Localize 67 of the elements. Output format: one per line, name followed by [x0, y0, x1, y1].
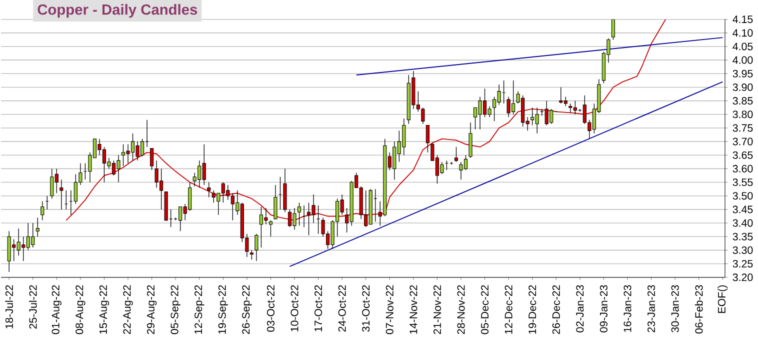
x-tick-label: 25-Jul-22	[28, 285, 37, 328]
x-tick-label: 05-Sep-22	[170, 285, 180, 334]
x-tick-label: 31-Oct-22	[362, 285, 370, 332]
x-tick-label: 19-Sep-22	[218, 285, 228, 334]
candlestick	[60, 179, 64, 210]
x-tick-label: 30-Jan-23	[671, 285, 679, 332]
x-tick-label: 08-Aug-22	[76, 285, 86, 334]
y-tick-label: 3.95	[732, 70, 753, 78]
x-tick-label: EOF()	[718, 285, 728, 313]
candlestick	[297, 202, 302, 226]
candlestick	[40, 200, 44, 220]
y-tick-label: 3.70	[732, 138, 753, 146]
candlestick	[316, 204, 320, 234]
y-tick-label: 4.10	[732, 28, 753, 37]
x-tick-label: 09-Jan-23	[600, 285, 608, 332]
candlestick	[64, 190, 68, 210]
y-tick-label: 3.90	[732, 83, 753, 91]
y-tick-label: 4.05	[732, 42, 753, 50]
candlestick	[268, 220, 273, 237]
x-tick-label: 26-Dec-22	[552, 285, 560, 334]
x-tick-label: 10-Oct-22	[290, 285, 298, 332]
x-tick-label: 22-Aug-22	[123, 285, 133, 334]
y-tick-label: 4.15	[732, 15, 753, 23]
y-tick-label: 3.30	[732, 246, 753, 254]
candlestick	[36, 217, 40, 237]
x-tick-label: 14-Nov-22	[410, 285, 418, 334]
x-tick-label: 01-Aug-22	[52, 285, 62, 334]
y-tick-label: 3.80	[732, 110, 753, 118]
x-tick-label: 29-Aug-22	[146, 285, 157, 334]
y-tick-label: 3.40	[732, 219, 753, 227]
y-tick-label: 4.00	[732, 56, 753, 64]
x-tick-label: 02-Jan-23	[576, 285, 584, 332]
candlestick	[250, 250, 254, 260]
y-tick-label: 3.50	[732, 192, 753, 200]
x-tick-label: 03-Oct-22	[266, 285, 274, 332]
candlestick	[454, 146, 458, 162]
y-tick-label: 3.35	[732, 232, 753, 240]
y-tick-label: 3.20	[732, 273, 753, 281]
x-tick-label: 16-Jan-23	[624, 285, 632, 332]
y-tick-label: 3.60	[732, 164, 753, 172]
candlestick	[150, 148, 154, 170]
y-tick-label: 3.65	[732, 151, 753, 159]
x-tick-label: 24-Oct-22	[338, 285, 346, 332]
x-tick-label: 28-Nov-22	[457, 285, 465, 334]
y-tick-label: 3.75	[732, 124, 753, 132]
x-tick-label: 18-Jul-22	[5, 285, 14, 328]
y-tick-label: 3.85	[732, 96, 753, 104]
y-tick-label: 3.55	[732, 178, 753, 186]
x-tick-label: 21-Nov-22	[433, 285, 441, 334]
x-tick-label: 05-Dec-22	[481, 285, 489, 334]
candlestick	[274, 184, 278, 220]
x-tick-label: 15-Aug-22	[99, 285, 110, 334]
candlestick	[426, 124, 430, 153]
x-tick-label: 26-Sep-22	[242, 285, 252, 334]
x-tick-label: 23-Jan-23	[647, 285, 656, 332]
candlestick	[468, 122, 472, 158]
candlestick	[207, 182, 211, 198]
x-tick-label: 06-Feb-23	[694, 285, 703, 334]
x-tick-label: 07-Nov-22	[386, 285, 394, 334]
y-tick-label: 3.45	[732, 206, 753, 214]
candlestick	[254, 233, 258, 262]
chart-title: Copper - Daily Candles	[38, 4, 198, 18]
x-tick-label: 12-Dec-22	[504, 285, 512, 334]
x-tick-label: 19-Dec-22	[528, 285, 536, 334]
x-tick-label: 12-Sep-22	[194, 285, 204, 334]
y-tick-label: 3.25	[732, 260, 753, 268]
x-tick-label: 17-Oct-22	[314, 285, 322, 332]
